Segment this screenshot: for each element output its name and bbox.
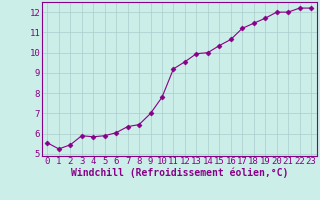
X-axis label: Windchill (Refroidissement éolien,°C): Windchill (Refroidissement éolien,°C) xyxy=(70,168,288,178)
